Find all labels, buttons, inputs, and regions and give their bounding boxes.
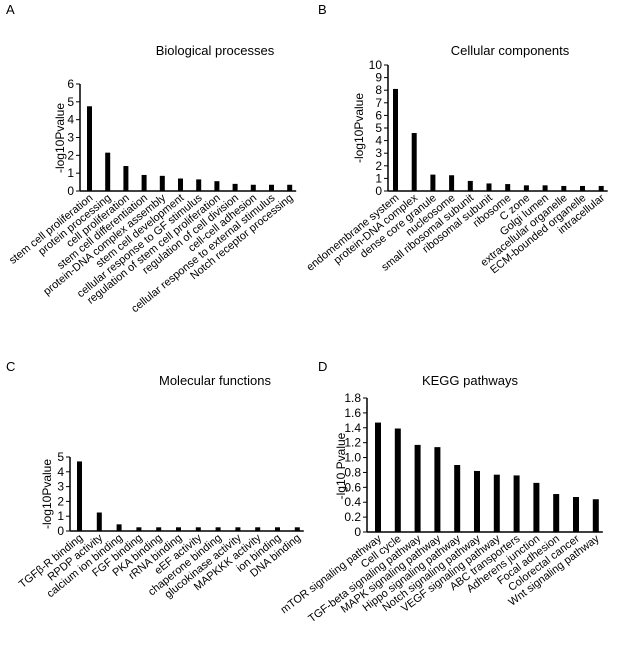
panel-a-bar: [87, 106, 92, 191]
panel-d-y-tick-label: 0.6: [344, 480, 361, 494]
panel-d-y-tick-label: 0.4: [344, 495, 361, 509]
panel-b-bar: [561, 185, 567, 191]
panel-d-bar: [592, 499, 599, 532]
panel-d-y-tick-label: 0.2: [344, 510, 361, 524]
panel-b-y-tick-label: 0: [375, 184, 382, 198]
panel-b-y-tick-label: 10: [369, 58, 383, 72]
panel-d-bar: [454, 465, 461, 532]
panel-d-y-tick-label: 1.6: [344, 406, 361, 420]
panel-d-bar: [553, 494, 560, 532]
panel-b-bar: [523, 185, 529, 191]
panel-d-y-tick-label: 1.8: [344, 391, 361, 405]
panel-d-bar: [533, 482, 540, 532]
panel-b-y-tick-label: 6: [375, 108, 382, 122]
panel-c-bar: [294, 527, 300, 531]
panel-d-y-tick-label: 1.4: [344, 421, 361, 435]
panel-d-y-tick-label: 0.8: [344, 465, 361, 479]
panel-c-title: Molecular functions: [159, 373, 271, 388]
panel-d-bar: [434, 447, 441, 532]
panel-a-bar: [269, 184, 274, 191]
panel-c-bar: [176, 527, 181, 531]
panel-b-bar: [580, 185, 585, 191]
panel-a-y-tick-label: 6: [67, 77, 74, 91]
panel-a-title: Biological processes: [156, 43, 275, 58]
panel-c-bar: [96, 512, 102, 531]
panel-c-bar: [255, 527, 261, 531]
panel-c-y-tick-label: 1: [57, 509, 64, 523]
panel-d-y-tick-label: 0: [354, 525, 361, 539]
panel-d-bar: [573, 497, 579, 532]
panel-a-bar: [214, 181, 220, 191]
panel-c-bar: [156, 527, 162, 531]
panel-d-bar: [513, 475, 520, 532]
panel-a-bar: [159, 175, 165, 191]
panel-d-letter: D: [318, 359, 327, 374]
panel-a-bar: [178, 178, 183, 191]
panel-d-bar: [474, 470, 480, 532]
panel-a-bar: [250, 184, 256, 191]
panel-a-bar: [123, 166, 129, 191]
panel-c-y-tick-label: 5: [57, 450, 64, 464]
panel-d-title: KEGG pathways: [422, 373, 519, 388]
panel-d-y-tick-label: 1.0: [344, 451, 361, 465]
panel-d-bar: [375, 422, 381, 532]
panel-c-bar: [136, 527, 142, 531]
panel-b-y-tick-label: 5: [375, 121, 382, 135]
panel-b-y-label: -log10Pvalue: [352, 93, 366, 163]
panel-b-y-tick-label: 7: [375, 96, 382, 110]
panel-b-bar: [486, 183, 492, 191]
panel-c-y-tick-label: 0: [57, 524, 64, 538]
panel-b-bar: [449, 175, 455, 191]
panel-c-bar: [275, 527, 280, 531]
panel-a-bar: [232, 183, 238, 191]
panel-c-bar: [235, 527, 241, 531]
panel-d-bar: [493, 474, 500, 532]
panel-c-y-tick-label: 3: [57, 480, 64, 494]
panel-b-y-tick-label: 2: [375, 159, 382, 173]
panel-a-bar: [105, 152, 111, 191]
panel-c-y-label: -log10Pvalue: [40, 459, 54, 529]
panel-c-letter: C: [6, 359, 15, 374]
panel-a-bar: [287, 184, 293, 191]
panel-a-y-tick-label: 3: [67, 131, 74, 145]
panel-b-y-tick-label: 8: [375, 83, 382, 97]
panel-a-y-tick-label: 0: [67, 184, 74, 198]
panel-c-y-tick-label: 2: [57, 494, 64, 508]
panel-c-y-tick-label: 4: [57, 465, 64, 479]
panel-b-y-tick-label: 1: [375, 171, 382, 185]
panel-a-letter: A: [6, 2, 15, 17]
panel-a-y-tick-label: 2: [67, 148, 74, 162]
panel-b-bar: [467, 180, 473, 191]
panel-d-bar: [414, 444, 421, 532]
panel-b-title: Cellular components: [451, 43, 570, 58]
panel-b-y-tick-label: 3: [375, 146, 382, 160]
panel-c-bar: [215, 527, 221, 531]
panel-a-bar: [196, 179, 202, 191]
panel-c-bar: [77, 461, 82, 531]
panel-c-bar: [116, 524, 122, 531]
panel-d-y-label: -lg10 Pvalue: [334, 432, 348, 499]
panel-a-y-tick-label: 4: [67, 113, 74, 127]
panel-d-bar: [394, 428, 401, 532]
panel-d-y-tick-label: 1.2: [344, 436, 361, 450]
panel-b-bar: [542, 185, 548, 191]
panel-a-y-tick-label: 5: [67, 95, 74, 109]
panel-b-bar: [393, 88, 398, 191]
panel-a-y-tick-label: 1: [67, 166, 74, 180]
panel-b-bar: [411, 133, 417, 191]
panel-a-bar: [141, 174, 147, 191]
panel-b-bar: [505, 184, 511, 191]
panel-b-bar: [430, 174, 436, 191]
panel-b-letter: B: [318, 2, 327, 17]
panel-b-y-tick-label: 9: [375, 71, 382, 85]
panel-c-bar: [195, 527, 201, 531]
panel-b-y-tick-label: 4: [375, 134, 382, 148]
panel-a-y-label: -log10Pvalue: [53, 103, 67, 173]
panel-b-bar: [598, 185, 604, 191]
